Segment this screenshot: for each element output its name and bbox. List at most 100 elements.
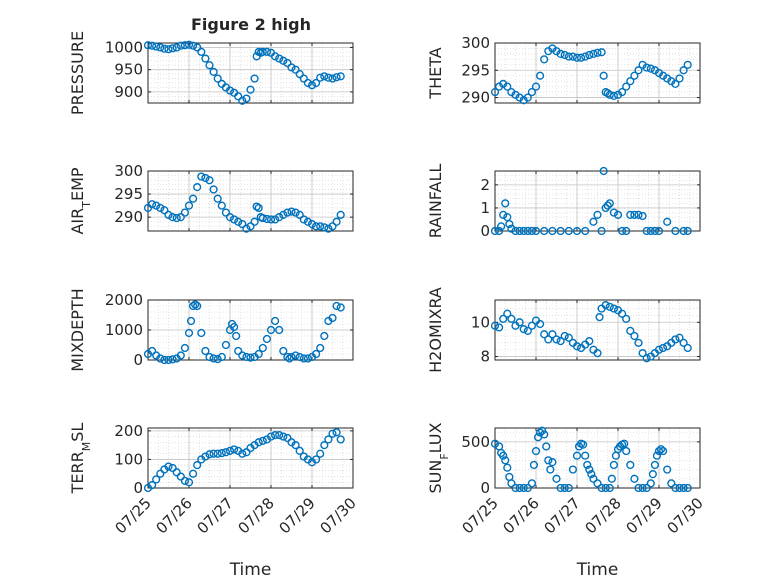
data-point: [279, 56, 288, 65]
data-point: [572, 226, 582, 236]
data-point: [283, 433, 292, 443]
data-point: [217, 201, 226, 210]
data-point: [556, 483, 565, 493]
data-point: [279, 210, 288, 219]
data-point: [332, 301, 341, 311]
data-point: [213, 449, 222, 458]
data-point: [501, 199, 510, 208]
y-axis-label-subscript: M: [80, 442, 93, 452]
data-point: [266, 325, 276, 335]
data-point: [336, 210, 345, 219]
y-tick-label: 2000: [105, 291, 143, 309]
data-point: [258, 436, 267, 445]
data-point: [254, 349, 263, 359]
data-point: [658, 446, 668, 456]
data-point: [230, 322, 239, 332]
y-tick-label: 1: [480, 199, 490, 217]
data-point: [168, 44, 177, 53]
axes-frame: [494, 42, 701, 104]
data-point: [646, 64, 655, 73]
data-point: [523, 326, 532, 335]
data-point: [258, 213, 267, 223]
data-point: [324, 224, 333, 233]
data-point: [671, 226, 680, 236]
data-point: [495, 323, 504, 332]
data-point: [232, 331, 241, 341]
data-point: [234, 346, 243, 356]
data-point: [328, 313, 337, 323]
data-point: [576, 53, 586, 62]
y-tick-label: 290: [461, 89, 490, 107]
y-axis-label: MIXDEPTH: [68, 288, 87, 371]
data-point: [148, 41, 157, 50]
data-point: [527, 321, 537, 330]
data-point: [287, 352, 296, 362]
data-point: [499, 314, 508, 323]
data-point: [168, 213, 177, 222]
data-point: [324, 435, 333, 444]
data-point: [601, 483, 610, 493]
data-point: [519, 226, 528, 236]
y-tick-label: 8: [480, 348, 490, 366]
data-point: [336, 303, 345, 312]
data-point: [191, 300, 200, 309]
data-point: [180, 208, 190, 217]
data-point: [316, 73, 325, 82]
data-point: [201, 452, 210, 461]
data-point: [622, 82, 631, 91]
data-point: [535, 319, 545, 329]
data-point: [527, 479, 537, 488]
y-tick-label: 100: [114, 450, 143, 468]
data-point: [291, 351, 300, 360]
data-point: [213, 194, 222, 203]
y-tick-label: 295: [461, 61, 490, 79]
data-point: [275, 325, 284, 335]
data-point: [622, 226, 631, 236]
data-point: [675, 74, 684, 83]
figure-title: Figure 2 high: [191, 15, 311, 34]
data-point: [593, 48, 602, 57]
data-point: [535, 71, 545, 80]
data-point: [593, 349, 602, 358]
data-point: [193, 183, 202, 192]
data-point: [176, 41, 185, 50]
data-point: [572, 451, 582, 460]
data-point: [638, 349, 647, 358]
data-point: [189, 194, 198, 203]
data-point: [271, 431, 280, 440]
data-point: [609, 304, 619, 313]
data-point: [262, 47, 272, 56]
data-point: [593, 210, 602, 219]
data-point: [164, 45, 173, 54]
y-tick-label: 0: [133, 479, 143, 497]
data-point: [646, 479, 655, 488]
y-tick-label: 1000: [105, 321, 143, 339]
y-tick-label: 500: [461, 433, 490, 451]
data-point: [568, 52, 578, 61]
data-point: [589, 217, 598, 226]
data-point: [271, 52, 280, 61]
data-point: [654, 345, 664, 354]
data-point: [213, 74, 222, 83]
data-point: [620, 439, 629, 448]
data-point: [503, 463, 512, 472]
y-tick-label: 1000: [105, 38, 143, 56]
data-point: [617, 309, 627, 318]
data-point: [164, 210, 173, 219]
data-point: [242, 94, 251, 103]
data-point: [160, 44, 169, 53]
data-point: [225, 86, 235, 95]
y-tick-label: 0: [480, 222, 490, 240]
data-point: [230, 215, 239, 224]
data-point: [552, 335, 561, 344]
data-point: [572, 53, 582, 62]
data-point: [507, 314, 516, 323]
data-point: [287, 63, 296, 72]
data-point: [197, 328, 206, 338]
data-point: [221, 448, 231, 457]
data-point: [638, 211, 647, 221]
data-point: [242, 448, 251, 457]
data-point: [238, 219, 247, 229]
y-axis-label-rest: SL: [68, 423, 87, 442]
data-point: [209, 185, 218, 194]
